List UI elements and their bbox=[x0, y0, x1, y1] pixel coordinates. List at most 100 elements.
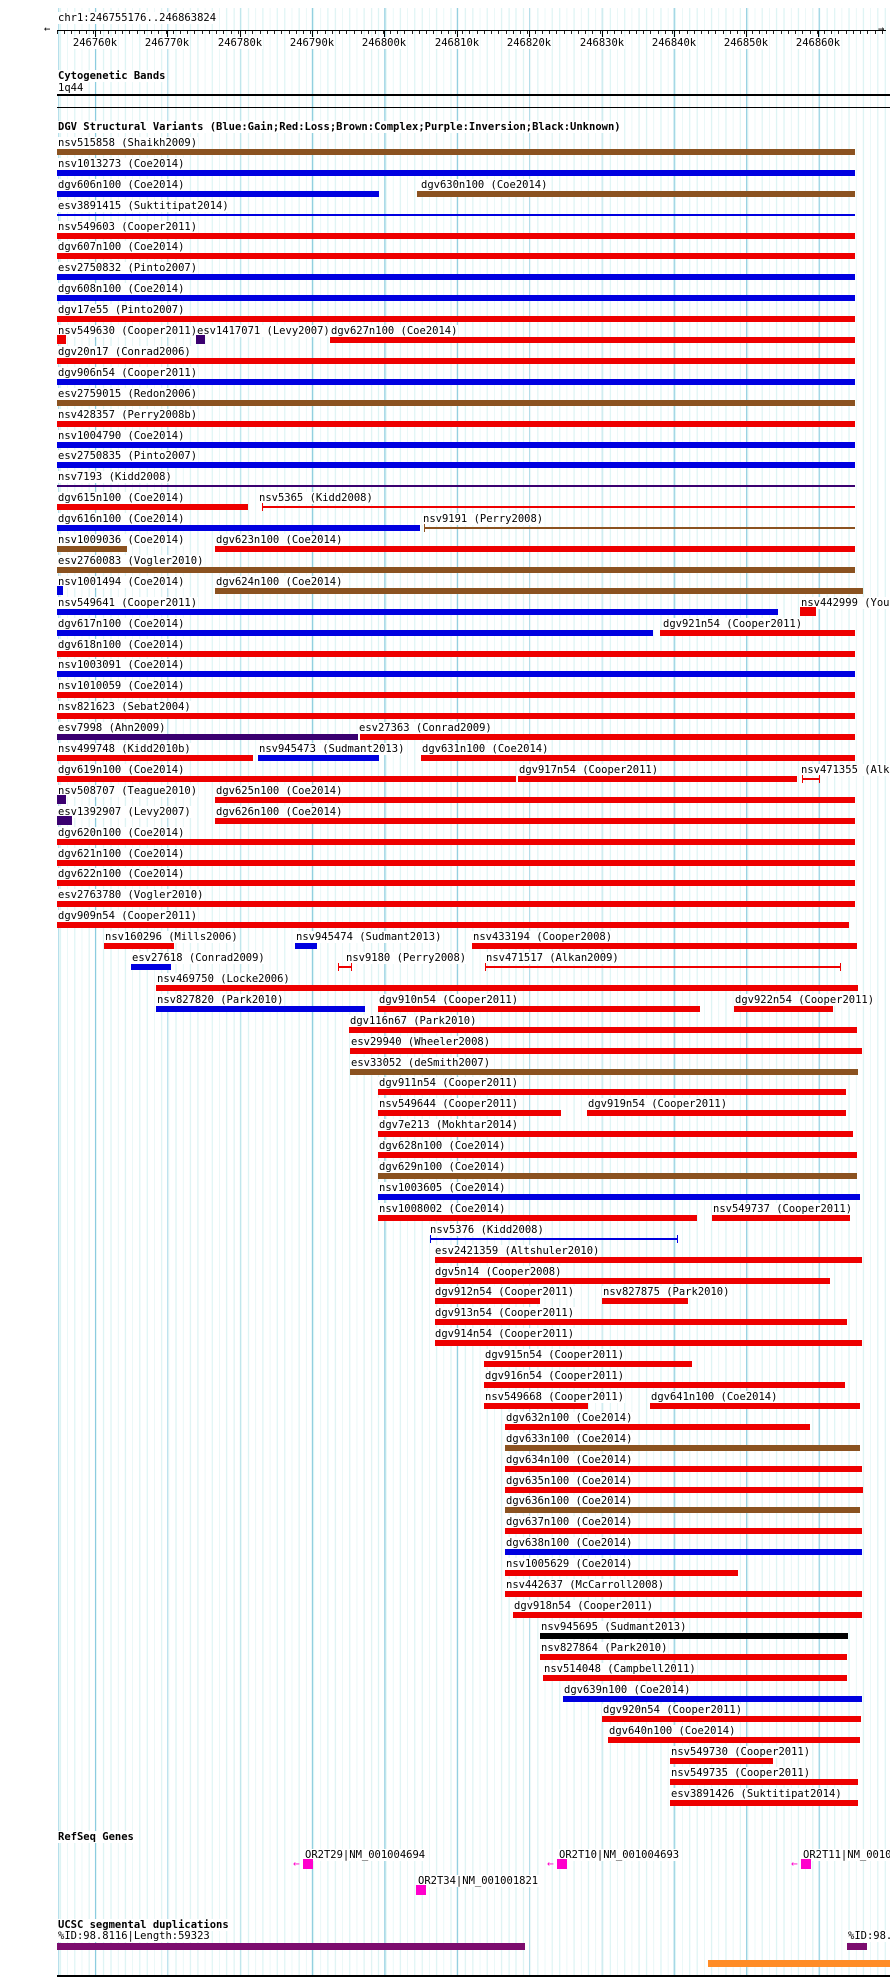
variant-label[interactable]: esv2421359 (Altshuler2010) bbox=[434, 1245, 601, 1257]
variant-bar[interactable] bbox=[563, 1696, 862, 1702]
variant-label[interactable]: nsv821623 (Sebat2004) bbox=[57, 701, 192, 713]
variant-bar[interactable] bbox=[505, 1591, 862, 1597]
variant-label[interactable]: dgv630n100 (Coe2014) bbox=[420, 179, 549, 191]
variant-label[interactable]: dgv918n54 (Cooper2011) bbox=[513, 1600, 655, 1612]
variant-label[interactable]: nsv514048 (Campbell2011) bbox=[543, 1663, 697, 1675]
variant-label[interactable]: esv2750835 (Pinto2007) bbox=[57, 450, 199, 462]
variant-label[interactable]: dgv912n54 (Cooper2011) bbox=[434, 1286, 576, 1298]
segdup-bar[interactable] bbox=[847, 1943, 867, 1950]
cytoband-label[interactable]: 1q44 bbox=[57, 82, 85, 94]
variant-bar[interactable] bbox=[378, 1215, 697, 1221]
variant-bar[interactable] bbox=[435, 1340, 862, 1346]
variant-label[interactable]: dgv913n54 (Cooper2011) bbox=[434, 1307, 576, 1319]
variant-label[interactable]: dgv921n54 (Cooper2011) bbox=[662, 618, 804, 630]
variant-label[interactable]: dgv628n100 (Coe2014) bbox=[378, 1140, 507, 1152]
variant-bar[interactable] bbox=[57, 149, 855, 155]
variant-bar[interactable] bbox=[505, 1445, 860, 1451]
variant-bar[interactable] bbox=[156, 1006, 365, 1012]
variant-label[interactable]: dgv916n54 (Cooper2011) bbox=[484, 1370, 626, 1382]
variant-label[interactable]: nsv827820 (Park2010) bbox=[156, 994, 285, 1006]
variant-bar[interactable] bbox=[57, 316, 855, 322]
variant-bar[interactable] bbox=[472, 943, 857, 949]
variant-label[interactable]: nsv945473 (Sudmant2013) bbox=[258, 743, 406, 755]
variant-bar[interactable] bbox=[350, 1048, 862, 1054]
gene-exon-block[interactable] bbox=[801, 1859, 811, 1869]
variant-bar[interactable] bbox=[378, 1194, 860, 1200]
variant-label[interactable]: esv33052 (deSmith2007) bbox=[350, 1057, 492, 1069]
variant-bar[interactable] bbox=[435, 1319, 847, 1325]
variant-label[interactable]: nsv160296 (Mills2006) bbox=[104, 931, 239, 943]
variant-label[interactable]: nsv549641 (Cooper2011) bbox=[57, 597, 199, 609]
variant-label[interactable]: esv27618 (Conrad2009) bbox=[131, 952, 266, 964]
variant-bar[interactable] bbox=[505, 1570, 738, 1576]
segdup-label[interactable]: %ID:98.8116|Length:59323 bbox=[57, 1930, 211, 1942]
variant-bar[interactable] bbox=[424, 527, 855, 529]
variant-bar[interactable] bbox=[485, 966, 841, 968]
variant-bar[interactable] bbox=[505, 1487, 863, 1493]
gene-exon-block[interactable] bbox=[557, 1859, 567, 1869]
variant-label[interactable]: dgv619n100 (Coe2014) bbox=[57, 764, 186, 776]
variant-label[interactable]: dgv637n100 (Coe2014) bbox=[505, 1516, 634, 1528]
variant-label[interactable]: dgv632n100 (Coe2014) bbox=[505, 1412, 634, 1424]
variant-bar[interactable] bbox=[338, 966, 352, 968]
variant-bar[interactable] bbox=[57, 586, 63, 595]
variant-label[interactable]: nsv945695 (Sudmant2013) bbox=[540, 1621, 688, 1633]
variant-label[interactable]: dgv20n17 (Conrad2006) bbox=[57, 346, 192, 358]
variant-label[interactable]: nsv549644 (Cooper2011) bbox=[378, 1098, 520, 1110]
variant-label[interactable]: nsv1005629 (Coe2014) bbox=[505, 1558, 634, 1570]
variant-bar[interactable] bbox=[57, 191, 379, 197]
variant-bar[interactable] bbox=[57, 358, 855, 364]
variant-label[interactable]: dgv624n100 (Coe2014) bbox=[215, 576, 344, 588]
variant-label[interactable]: nsv9180 (Perry2008) bbox=[345, 952, 468, 964]
variant-bar[interactable] bbox=[417, 191, 855, 197]
variant-label[interactable]: nsv549737 (Cooper2011) bbox=[712, 1203, 854, 1215]
variant-bar[interactable] bbox=[587, 1110, 846, 1116]
variant-bar[interactable] bbox=[505, 1528, 862, 1534]
variant-label[interactable]: dgv906n54 (Cooper2011) bbox=[57, 367, 199, 379]
variant-label[interactable]: dgv5n14 (Cooper2008) bbox=[434, 1266, 563, 1278]
variant-label[interactable]: nsv1003605 (Coe2014) bbox=[378, 1182, 507, 1194]
variant-label[interactable]: dgv116n67 (Park2010) bbox=[349, 1015, 478, 1027]
variant-bar[interactable] bbox=[57, 170, 855, 176]
variant-label[interactable]: dgv636n100 (Coe2014) bbox=[505, 1495, 634, 1507]
variant-label[interactable]: dgv606n100 (Coe2014) bbox=[57, 179, 186, 191]
variant-bar[interactable] bbox=[295, 943, 317, 949]
variant-bar[interactable] bbox=[57, 421, 855, 427]
variant-bar[interactable] bbox=[57, 776, 516, 782]
variant-label[interactable]: nsv549668 (Cooper2011) bbox=[484, 1391, 626, 1403]
variant-bar[interactable] bbox=[484, 1382, 845, 1388]
variant-bar[interactable] bbox=[57, 442, 855, 448]
variant-bar[interactable] bbox=[258, 755, 379, 761]
variant-label[interactable]: nsv442999 (Youn bbox=[800, 597, 890, 609]
variant-bar[interactable] bbox=[421, 755, 855, 761]
cytoband-bar[interactable] bbox=[57, 94, 890, 96]
variant-bar[interactable] bbox=[57, 755, 253, 761]
variant-label[interactable]: nsv549630 (Cooper2011) bbox=[57, 325, 199, 337]
variant-bar[interactable] bbox=[57, 860, 855, 866]
variant-bar[interactable] bbox=[57, 901, 855, 907]
variant-bar[interactable] bbox=[57, 274, 855, 280]
variant-bar[interactable] bbox=[57, 880, 855, 886]
variant-label[interactable]: nsv428357 (Perry2008b) bbox=[57, 409, 199, 421]
variant-label[interactable]: dgv635n100 (Coe2014) bbox=[505, 1475, 634, 1487]
segdup-label[interactable]: %ID:98. bbox=[847, 1930, 890, 1942]
variant-bar[interactable] bbox=[57, 922, 849, 928]
gene-label[interactable]: OR2T11|NM_00100 bbox=[802, 1849, 890, 1861]
variant-bar[interactable] bbox=[435, 1298, 540, 1304]
variant-label[interactable]: nsv549730 (Cooper2011) bbox=[670, 1746, 812, 1758]
gene-label[interactable]: OR2T10|NM_001004693 bbox=[558, 1849, 681, 1861]
variant-label[interactable]: dgv626n100 (Coe2014) bbox=[215, 806, 344, 818]
variant-label[interactable]: nsv515858 (Shaikh2009) bbox=[57, 137, 199, 149]
variant-bar[interactable] bbox=[57, 525, 420, 531]
variant-bar[interactable] bbox=[518, 776, 797, 782]
variant-bar[interactable] bbox=[57, 214, 855, 216]
variant-bar[interactable] bbox=[156, 985, 858, 991]
variant-label[interactable]: dgv607n100 (Coe2014) bbox=[57, 241, 186, 253]
variant-bar[interactable] bbox=[650, 1403, 860, 1409]
variant-label[interactable]: dgv922n54 (Cooper2011) bbox=[734, 994, 876, 1006]
variant-label[interactable]: nsv1009036 (Coe2014) bbox=[57, 534, 186, 546]
variant-bar[interactable] bbox=[513, 1612, 862, 1618]
gene-label[interactable]: OR2T34|NM_001001821 bbox=[417, 1875, 540, 1887]
variant-label[interactable]: nsv945474 (Sudmant2013) bbox=[295, 931, 443, 943]
variant-bar[interactable] bbox=[505, 1549, 862, 1555]
